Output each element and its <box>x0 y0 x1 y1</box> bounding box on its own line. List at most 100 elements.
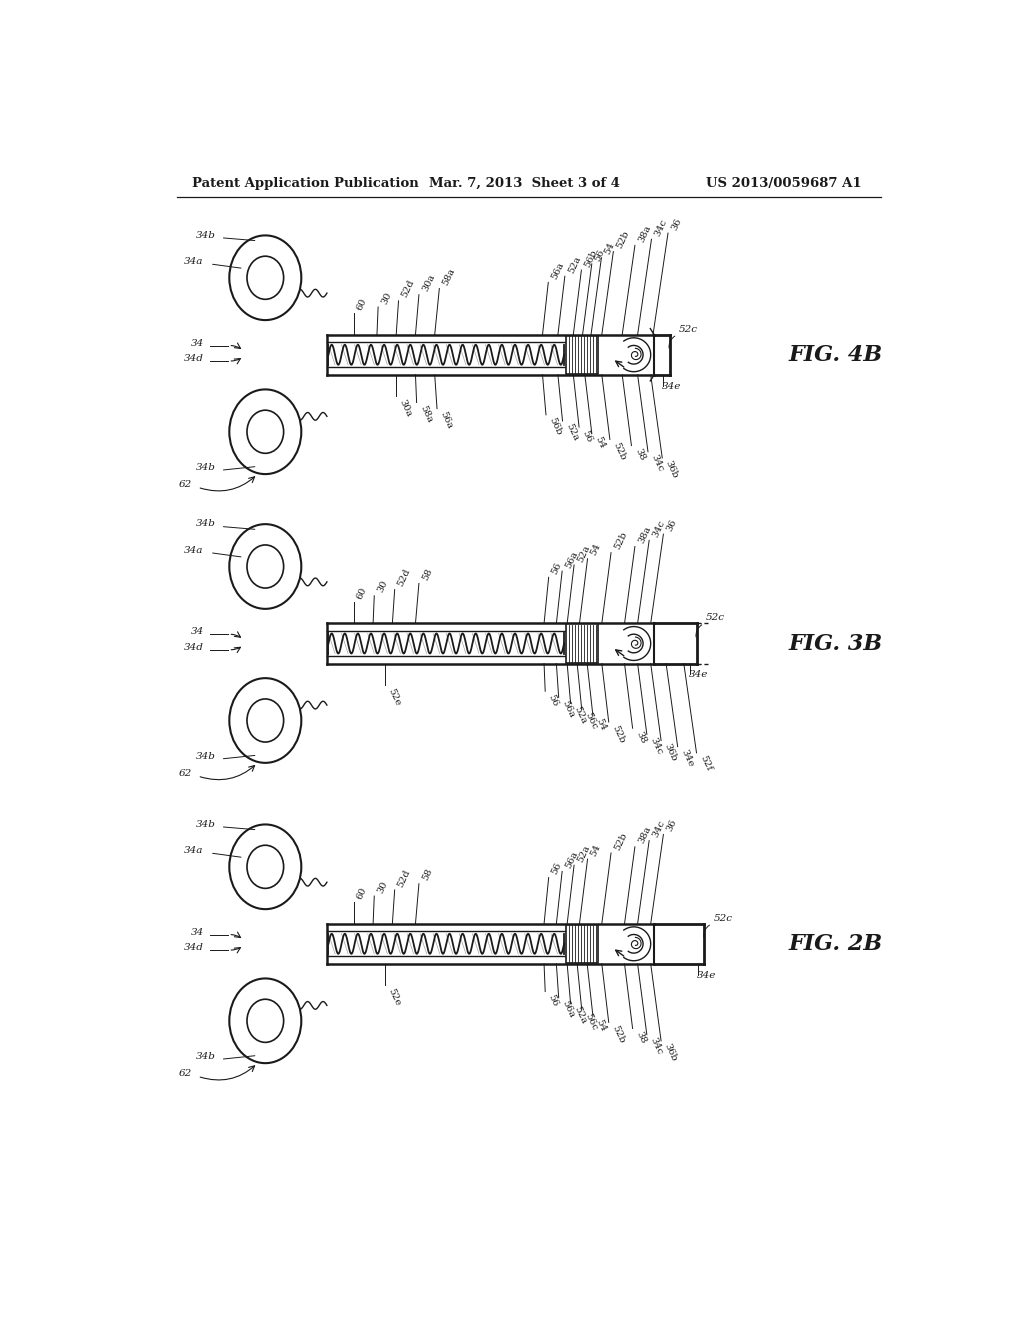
Bar <box>565 624 598 663</box>
Ellipse shape <box>229 825 301 909</box>
Text: 34d: 34d <box>184 354 204 363</box>
Text: 52b: 52b <box>610 723 627 744</box>
Text: 34e: 34e <box>689 671 709 680</box>
Text: 58a: 58a <box>441 267 457 286</box>
Text: 34e: 34e <box>662 381 681 391</box>
Text: 34c: 34c <box>648 737 665 756</box>
Text: 56a: 56a <box>563 850 580 870</box>
Text: 36b: 36b <box>664 459 680 480</box>
Text: Patent Application Publication: Patent Application Publication <box>193 177 419 190</box>
Text: 36b: 36b <box>663 1043 679 1063</box>
Text: 38a: 38a <box>637 825 652 845</box>
Text: 38: 38 <box>633 447 646 462</box>
Ellipse shape <box>229 524 301 609</box>
Ellipse shape <box>247 700 284 742</box>
Text: 52b: 52b <box>610 1024 627 1044</box>
Text: 52a: 52a <box>572 705 588 725</box>
Text: 56: 56 <box>550 861 563 876</box>
Text: 38a: 38a <box>637 525 652 545</box>
Text: 60: 60 <box>355 886 369 900</box>
Text: 36: 36 <box>665 517 678 533</box>
Text: 56: 56 <box>547 993 560 1008</box>
Text: 62: 62 <box>179 480 193 490</box>
Text: 34e: 34e <box>696 970 716 979</box>
Text: 52c: 52c <box>706 614 725 623</box>
Text: 34: 34 <box>190 338 204 347</box>
Text: 34b: 34b <box>196 231 215 240</box>
Text: 34d: 34d <box>184 942 204 952</box>
Text: 34e: 34e <box>679 748 695 768</box>
Text: 38a: 38a <box>637 223 652 244</box>
Text: 56b: 56b <box>583 248 599 268</box>
Text: 34a: 34a <box>184 846 204 855</box>
Text: 52a: 52a <box>564 422 580 442</box>
Text: 34a: 34a <box>184 545 204 554</box>
Text: FIG. 4B: FIG. 4B <box>788 343 883 366</box>
Text: Mar. 7, 2013  Sheet 3 of 4: Mar. 7, 2013 Sheet 3 of 4 <box>429 177 621 190</box>
Ellipse shape <box>229 978 301 1063</box>
Ellipse shape <box>229 678 301 763</box>
Text: 52b: 52b <box>612 531 629 552</box>
Text: 52b: 52b <box>611 441 628 462</box>
Ellipse shape <box>247 256 284 300</box>
Text: 34c: 34c <box>648 1036 665 1056</box>
Text: FIG. 2B: FIG. 2B <box>788 933 883 954</box>
Text: 60: 60 <box>355 297 369 312</box>
Text: 62: 62 <box>179 1069 193 1078</box>
Text: 56c: 56c <box>584 1011 599 1031</box>
Text: 52a: 52a <box>572 1006 588 1026</box>
Text: 56: 56 <box>581 429 594 444</box>
Text: 58: 58 <box>421 568 434 582</box>
Ellipse shape <box>247 845 284 888</box>
Text: 62: 62 <box>179 770 193 777</box>
Text: 34: 34 <box>190 928 204 937</box>
Text: 52f: 52f <box>698 755 713 772</box>
Text: 56: 56 <box>547 693 560 708</box>
Text: 56a: 56a <box>563 549 580 570</box>
Text: 34c: 34c <box>653 218 669 238</box>
Text: 38: 38 <box>634 1030 647 1045</box>
Text: 58: 58 <box>421 867 434 882</box>
Text: 60: 60 <box>355 586 369 601</box>
Text: 34a: 34a <box>184 257 204 265</box>
Text: 56a: 56a <box>560 700 575 719</box>
Text: 54: 54 <box>589 842 602 858</box>
Text: 34c: 34c <box>649 453 666 474</box>
Text: 52a: 52a <box>575 544 592 564</box>
Text: 52e: 52e <box>386 686 402 706</box>
Text: 56a: 56a <box>438 411 455 430</box>
Ellipse shape <box>229 389 301 474</box>
Text: 36: 36 <box>665 818 678 833</box>
Text: 34c: 34c <box>650 519 667 539</box>
Text: 52b: 52b <box>614 230 631 249</box>
Text: 54: 54 <box>595 1018 608 1032</box>
Text: 56: 56 <box>550 561 563 576</box>
Text: 34d: 34d <box>184 643 204 652</box>
Text: 30: 30 <box>380 290 393 305</box>
Text: 56b: 56b <box>548 416 563 437</box>
Text: 34b: 34b <box>196 463 215 473</box>
Text: 30: 30 <box>376 879 389 895</box>
Text: 52c: 52c <box>679 325 697 334</box>
Ellipse shape <box>247 411 284 453</box>
Text: 56c: 56c <box>584 711 599 731</box>
Text: 54: 54 <box>595 718 608 733</box>
Text: 58a: 58a <box>418 404 434 424</box>
Text: 34b: 34b <box>196 520 215 528</box>
Text: 52e: 52e <box>386 987 402 1007</box>
Text: 52d: 52d <box>396 568 413 589</box>
Text: 56: 56 <box>593 247 606 263</box>
Ellipse shape <box>229 235 301 321</box>
Bar <box>565 335 598 374</box>
Text: 34b: 34b <box>196 820 215 829</box>
Ellipse shape <box>247 999 284 1043</box>
Text: 36b: 36b <box>663 742 679 763</box>
Text: 54: 54 <box>589 543 602 557</box>
Text: 56a: 56a <box>560 999 575 1019</box>
Text: 52a: 52a <box>575 843 592 863</box>
Bar <box>565 924 598 964</box>
Text: 52d: 52d <box>396 867 413 888</box>
Text: 34b: 34b <box>196 1052 215 1061</box>
Text: 30a: 30a <box>421 273 436 293</box>
Text: 34c: 34c <box>650 818 667 840</box>
